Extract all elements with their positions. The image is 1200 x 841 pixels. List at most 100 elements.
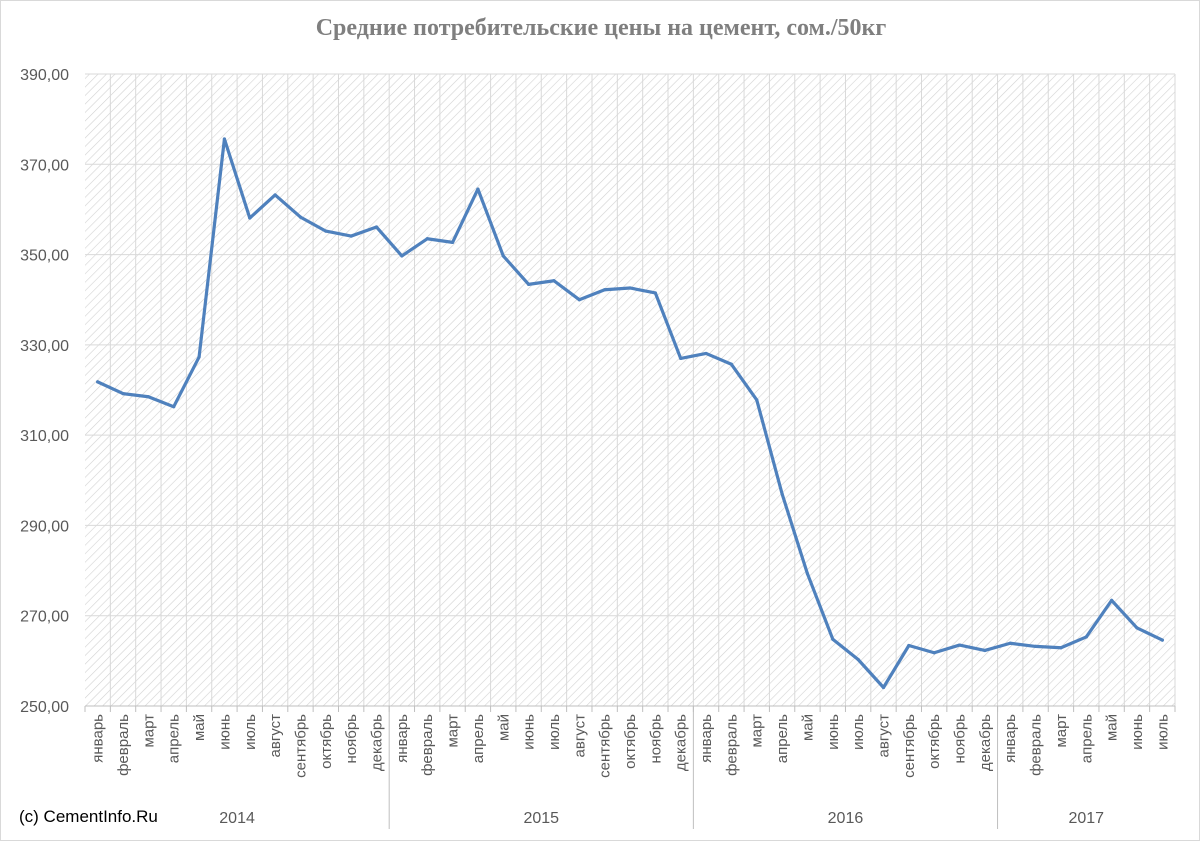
x-tick-label-month: июль <box>1154 714 1171 750</box>
data-point <box>1160 638 1164 642</box>
data-point <box>324 229 328 233</box>
data-point <box>298 215 303 219</box>
x-tick-label-month: июль <box>546 714 563 750</box>
x-group-label-year: 2017 <box>1068 810 1104 827</box>
data-point <box>755 398 759 402</box>
x-tick-label-month: январь <box>394 714 411 763</box>
data-point <box>881 685 886 690</box>
x-tick-label-month: март <box>1053 714 1070 748</box>
x-tick-label-month: январь <box>1002 714 1019 763</box>
x-tick-label-month: июль <box>850 714 867 750</box>
data-point <box>121 392 125 396</box>
x-tick-label-month: ноябрь <box>343 714 360 764</box>
x-tick-label-month: сентябрь <box>901 714 918 778</box>
plot-area-background <box>85 74 1175 706</box>
x-tick-label-month: март <box>749 714 766 748</box>
x-tick-label-month: январь <box>698 714 715 763</box>
data-point <box>1008 641 1012 645</box>
y-tick-label: 250,00 <box>20 699 69 716</box>
x-tick-label-month: декабрь <box>977 714 994 771</box>
y-tick-label: 330,00 <box>20 338 69 355</box>
x-tick-label-month: апрель <box>774 714 791 763</box>
x-tick-label-month: октябрь <box>926 714 943 769</box>
data-point <box>374 225 379 229</box>
x-tick-label-month: декабрь <box>673 714 690 771</box>
x-tick-label-month: февраль <box>723 714 740 776</box>
data-point <box>1059 646 1063 650</box>
x-tick-label-month: апрель <box>1078 714 1095 763</box>
y-tick-label: 270,00 <box>20 609 69 626</box>
data-point <box>805 572 810 576</box>
data-point <box>907 643 911 648</box>
x-tick-label-month: январь <box>90 714 107 763</box>
data-point <box>248 216 252 220</box>
y-tick-label: 290,00 <box>20 518 69 535</box>
x-tick-label-month: октябрь <box>622 714 639 769</box>
y-tick-label: 390,00 <box>20 67 69 84</box>
data-point <box>1033 644 1038 649</box>
y-tick-label: 370,00 <box>20 157 69 174</box>
data-point <box>476 187 480 191</box>
x-tick-label-month: август <box>267 714 284 758</box>
x-tick-label-month: октябрь <box>318 714 335 769</box>
x-tick-label-month: май <box>495 714 512 741</box>
data-point <box>932 651 936 655</box>
data-point <box>222 137 227 141</box>
x-group-label-year: 2015 <box>523 810 559 827</box>
data-point <box>856 657 860 662</box>
x-group-label-year: 2016 <box>828 810 864 827</box>
x-group-label-year: 2014 <box>219 810 255 827</box>
data-point <box>273 193 277 197</box>
x-tick-label-month: август <box>875 714 892 758</box>
x-tick-label-month: март <box>140 714 157 748</box>
data-point <box>197 355 201 359</box>
data-point <box>603 288 607 292</box>
x-tick-label-month: февраль <box>1028 714 1045 776</box>
data-point <box>552 279 556 283</box>
data-point <box>425 237 429 241</box>
data-point <box>653 291 657 295</box>
x-tick-label-month: март <box>445 714 462 748</box>
data-point <box>679 356 683 360</box>
y-tick-label: 310,00 <box>20 428 69 445</box>
data-point <box>831 637 835 641</box>
x-tick-label-month: февраль <box>419 714 436 776</box>
x-tick-label-month: июнь <box>521 714 538 750</box>
watermark-text: (c) CementInfo.Ru <box>19 807 158 826</box>
data-point <box>172 405 176 409</box>
x-tick-label-month: май <box>1104 714 1121 741</box>
x-tick-label-month: ноябрь <box>952 714 969 764</box>
x-tick-label-month: февраль <box>115 714 132 776</box>
data-point <box>1135 626 1139 630</box>
x-tick-label-month: август <box>571 714 588 758</box>
x-tick-label-month: сентябрь <box>292 714 309 778</box>
data-point <box>628 286 632 290</box>
x-tick-label-month: декабрь <box>369 714 386 771</box>
data-point <box>577 298 581 302</box>
data-point <box>780 492 784 496</box>
data-point <box>96 380 100 384</box>
chart-title: Средние потребительские цены на цемент, … <box>315 15 887 41</box>
x-tick-label-month: сентябрь <box>597 714 614 778</box>
x-tick-label-month: июнь <box>825 714 842 750</box>
data-point <box>349 234 353 238</box>
data-point <box>1110 598 1114 602</box>
data-point <box>400 254 404 258</box>
x-tick-label-month: июнь <box>1129 714 1146 750</box>
data-point <box>501 254 505 258</box>
x-tick-label-month: апрель <box>166 714 183 763</box>
x-tick-label-month: май <box>799 714 816 741</box>
x-tick-label-month: апрель <box>470 714 487 763</box>
x-tick-label-month: июнь <box>216 714 233 750</box>
data-point <box>527 282 531 286</box>
data-point <box>450 240 455 244</box>
data-point <box>704 351 708 356</box>
data-point <box>1084 635 1088 639</box>
data-point <box>729 362 733 366</box>
x-tick-label-month: июль <box>242 714 259 750</box>
x-tick-label-month: май <box>191 714 208 741</box>
y-tick-label: 350,00 <box>20 248 69 265</box>
data-point <box>983 648 987 653</box>
